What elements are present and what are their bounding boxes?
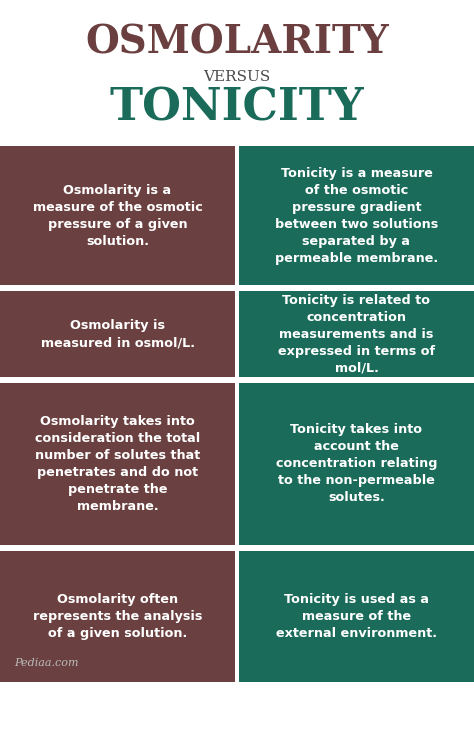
Text: Pediaa.com: Pediaa.com bbox=[14, 658, 79, 668]
FancyBboxPatch shape bbox=[239, 383, 474, 544]
Text: Tonicity takes into
account the
concentration relating
to the non-permeable
solu: Tonicity takes into account the concentr… bbox=[276, 424, 437, 505]
Text: VERSUS: VERSUS bbox=[203, 70, 271, 84]
FancyBboxPatch shape bbox=[239, 550, 474, 682]
Text: OSMOLARITY: OSMOLARITY bbox=[85, 24, 389, 62]
Text: Osmolarity often
represents the analysis
of a given solution.: Osmolarity often represents the analysis… bbox=[33, 592, 202, 640]
Text: Tonicity is a measure
of the osmotic
pressure gradient
between two solutions
sep: Tonicity is a measure of the osmotic pre… bbox=[275, 166, 438, 265]
FancyBboxPatch shape bbox=[0, 550, 235, 682]
FancyBboxPatch shape bbox=[0, 291, 235, 377]
FancyBboxPatch shape bbox=[239, 146, 474, 285]
FancyBboxPatch shape bbox=[0, 146, 235, 285]
FancyBboxPatch shape bbox=[0, 383, 235, 544]
FancyBboxPatch shape bbox=[239, 291, 474, 377]
Text: Osmolarity is a
measure of the osmotic
pressure of a given
solution.: Osmolarity is a measure of the osmotic p… bbox=[33, 184, 202, 248]
Text: Osmolarity is
measured in osmol/L.: Osmolarity is measured in osmol/L. bbox=[41, 320, 194, 350]
Text: Tonicity is used as a
measure of the
external environment.: Tonicity is used as a measure of the ext… bbox=[276, 592, 437, 640]
Text: Tonicity is related to
concentration
measurements and is
expressed in terms of
m: Tonicity is related to concentration mea… bbox=[278, 294, 435, 375]
Text: Osmolarity takes into
consideration the total
number of solutes that
penetrates : Osmolarity takes into consideration the … bbox=[35, 415, 200, 513]
Text: TONICITY: TONICITY bbox=[109, 86, 365, 129]
